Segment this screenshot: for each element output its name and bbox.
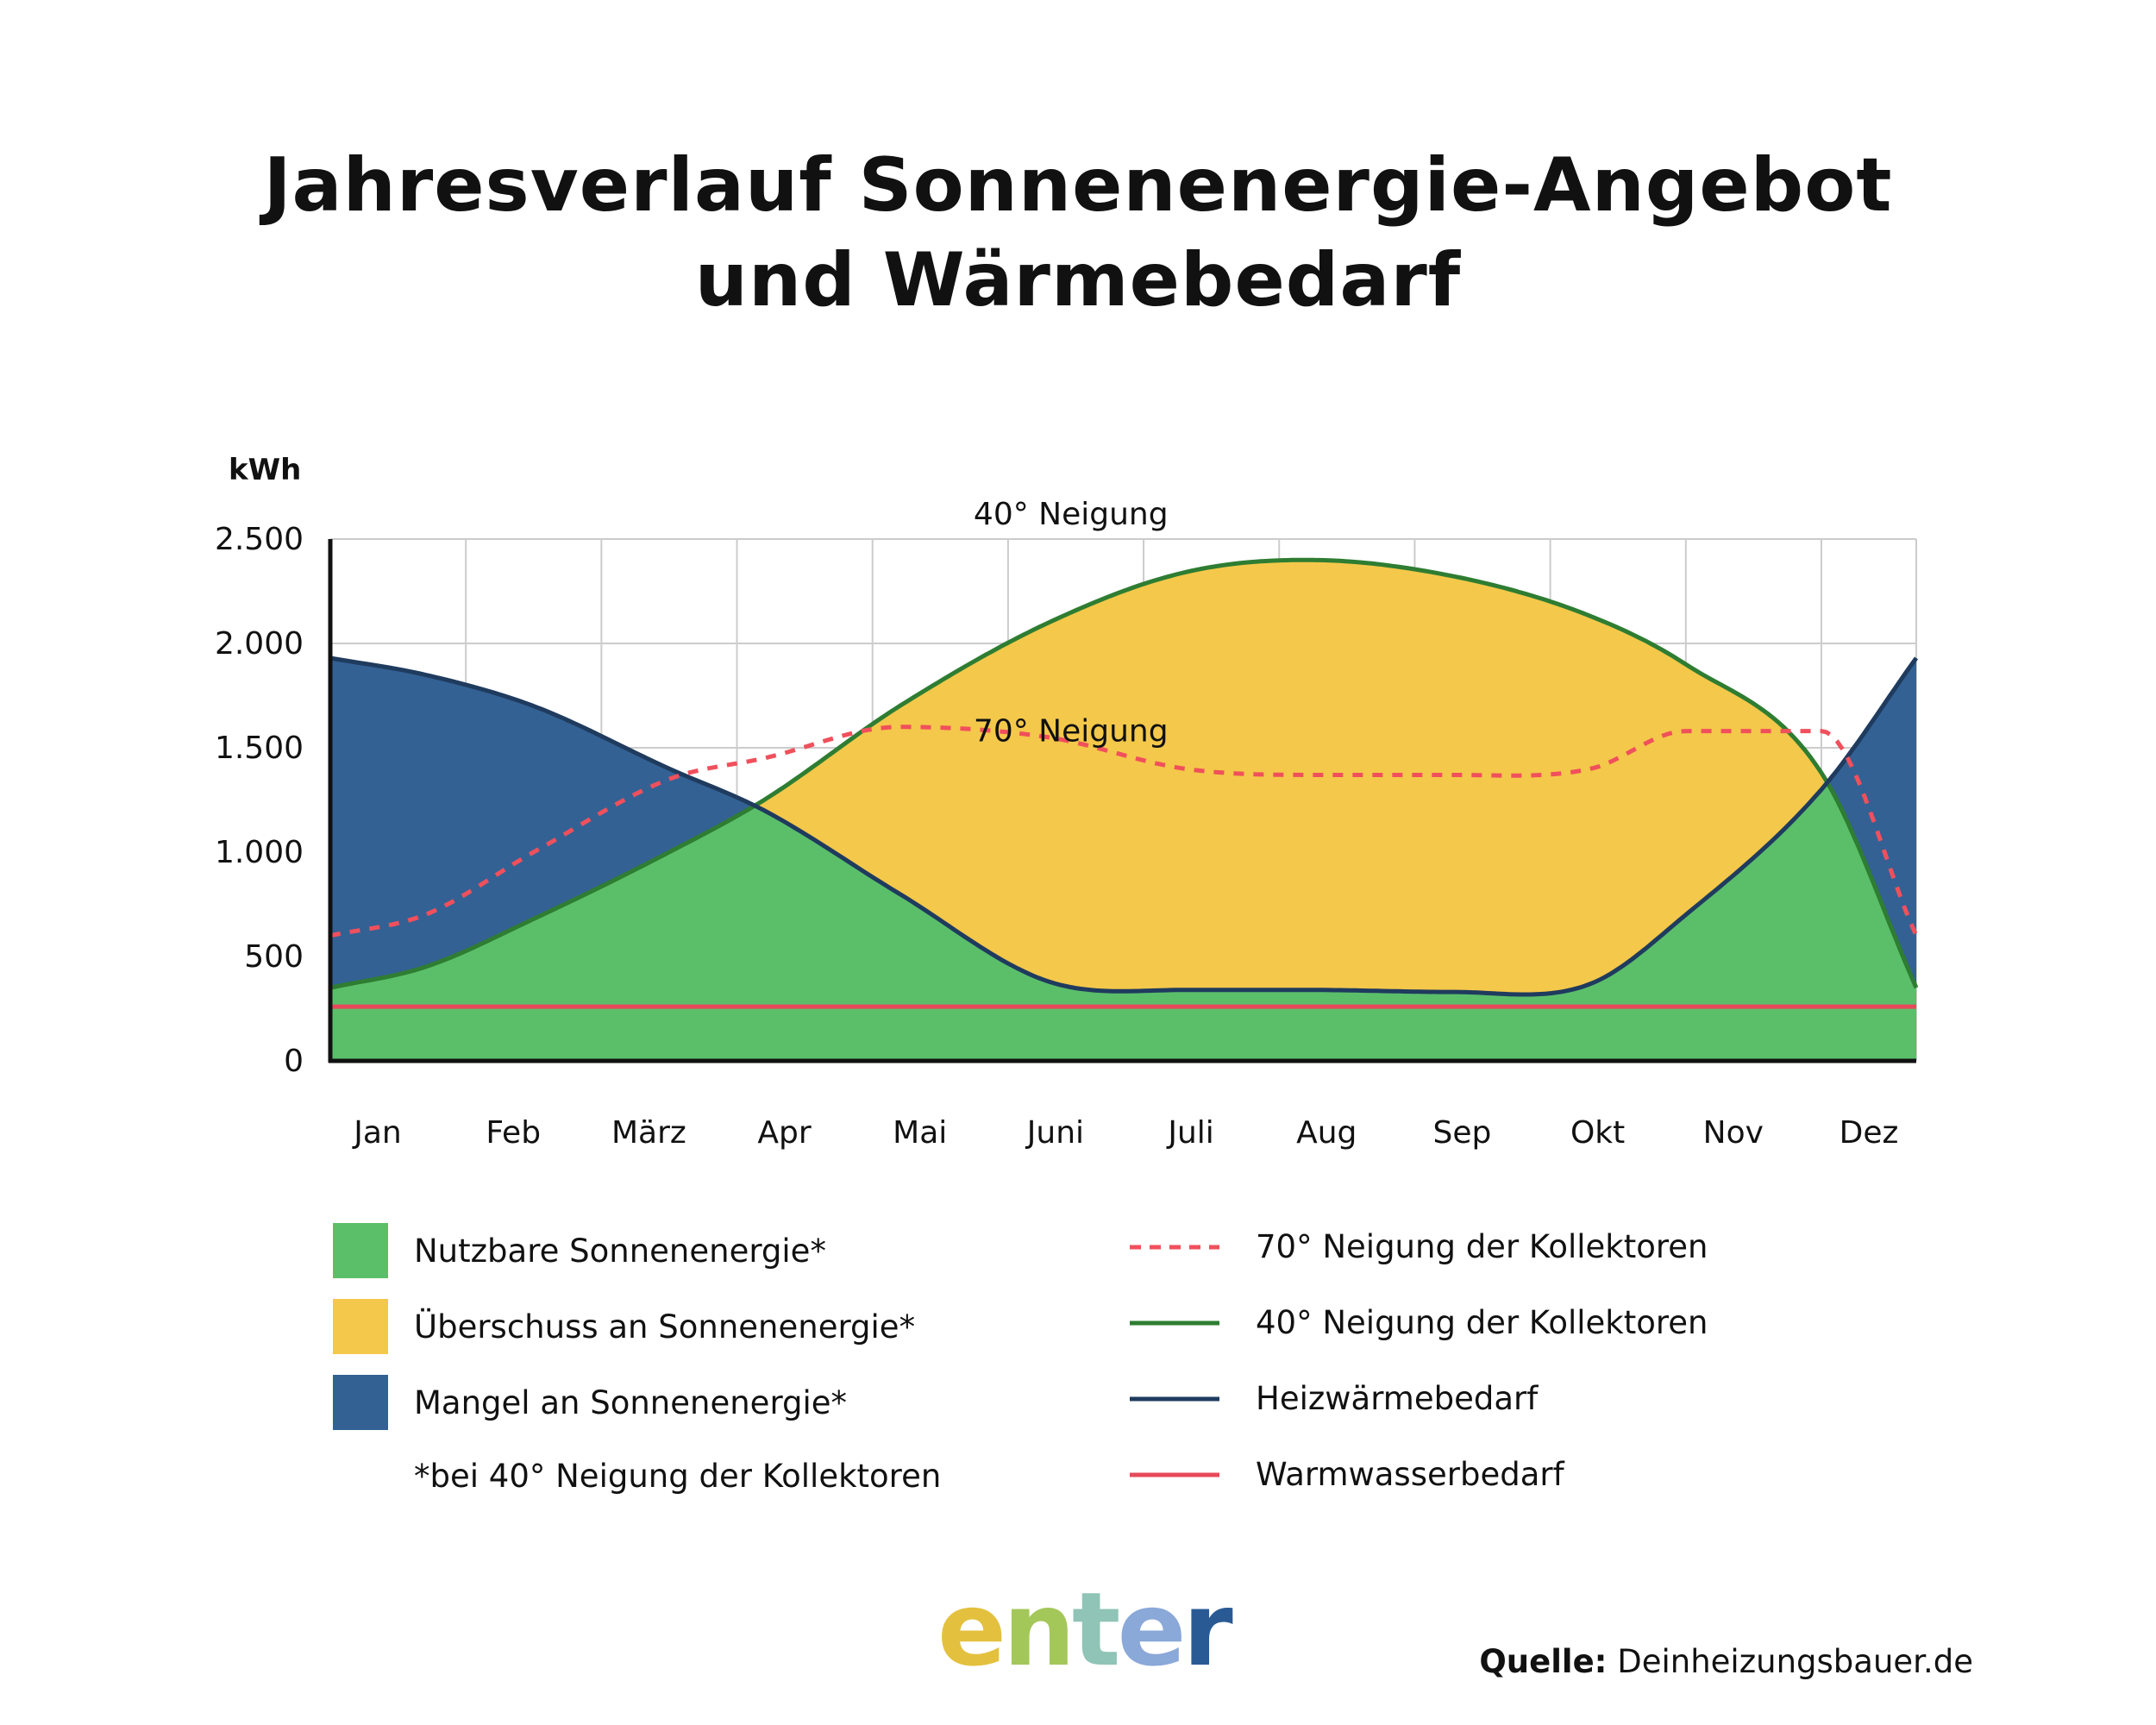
x-tick-label: Feb [486, 1115, 541, 1151]
x-tick-label: Apr [757, 1115, 811, 1151]
legend-footnote: *bei 40° Neigung der Kollektoren [414, 1458, 942, 1495]
y-tick-label: 2.000 [215, 626, 304, 662]
legend-item-ueberschuss: Überschuss an Sonnenenergie* [333, 1299, 915, 1354]
chart-annotation: 40° Neigung [974, 497, 1169, 532]
legend-label-heizwaerme: Heizwärmebedarf [1256, 1380, 1539, 1417]
y-tick-label: 1.000 [215, 835, 304, 870]
legend-item-40-neigung: 40° Neigung der Kollektoren [1130, 1304, 1708, 1341]
source-credit: Quelle: Deinheizungsbauer.de [1479, 1643, 1973, 1680]
source-value: Deinheizungsbauer.de [1617, 1643, 1973, 1680]
x-tick-label: Juni [1025, 1115, 1084, 1151]
legend-swatch-mangel [333, 1375, 388, 1430]
x-tick-label: Jan [352, 1115, 402, 1151]
logo-letter: e [1117, 1570, 1186, 1689]
y-axis-label: kWh [229, 453, 301, 487]
chart-annotation: 70° Neigung [974, 714, 1169, 750]
chart: 0 500 1.000 1.500 2.000 2.500 kWh Jan Feb März Apr… [215, 453, 1919, 1151]
legend-item-heizwaerme: Heizwärmebedarf [1130, 1380, 1538, 1417]
y-tick-label: 0 [284, 1044, 304, 1079]
legend-line-40-neigung [1130, 1320, 1219, 1326]
legend-line-70-neigung [1130, 1245, 1219, 1250]
legend-label-ueberschuss: Überschuss an Sonnenenergie* [414, 1308, 916, 1346]
line-70-neigung [329, 724, 1919, 938]
x-tick-label: Mai [893, 1115, 947, 1151]
page-title: Jahresverlauf Sonnenenergie-Angebot und … [0, 138, 2156, 328]
x-tick-label: Juli [1166, 1115, 1213, 1151]
y-tick-label: 2.500 [215, 522, 304, 557]
line-40-neigung [329, 557, 1919, 990]
legend-line-heizwaerme [1130, 1396, 1219, 1402]
legend-label-70-neigung: 70° Neigung der Kollektoren [1256, 1228, 1708, 1265]
legend-swatch-ueberschuss [333, 1299, 388, 1354]
area-usable [330, 783, 1916, 1061]
logo-letter: t [1072, 1570, 1120, 1689]
line-heizwaermebedarf [329, 656, 1919, 997]
x-tick-label: Okt [1570, 1115, 1625, 1151]
area-deficit [330, 560, 1916, 988]
legend-item-warmwasser: Warmwasserbedarf [1130, 1456, 1564, 1493]
x-tick-label: März [611, 1115, 686, 1151]
y-tick-label: 500 [244, 939, 304, 975]
title-line-2: und Wärmebedarf [694, 237, 1462, 323]
x-tick-label: Aug [1296, 1115, 1357, 1151]
area-surplus [330, 560, 1916, 994]
logo-letter: e [937, 1570, 1006, 1689]
legend-item-nutzbar: Nutzbare Sonnenenergie* [333, 1223, 826, 1278]
x-tick-label: Sep [1433, 1115, 1492, 1151]
legend-swatch-nutzbar [333, 1223, 388, 1278]
source-label: Quelle: [1479, 1643, 1608, 1680]
legend-label-40-neigung: 40° Neigung der Kollektoren [1256, 1304, 1708, 1341]
logo-letter: n [1003, 1570, 1075, 1689]
enter-logo: enter [937, 1570, 1233, 1689]
legend-label-nutzbar: Nutzbare Sonnenenergie* [414, 1232, 826, 1270]
legend-line-warmwasser [1130, 1472, 1219, 1477]
legend-item-70-neigung: 70° Neigung der Kollektoren [1130, 1228, 1708, 1265]
logo-letter: r [1182, 1570, 1233, 1689]
x-tick-label: Dez [1839, 1115, 1899, 1151]
y-tick-label: 1.500 [215, 731, 304, 766]
x-tick-label: Nov [1703, 1115, 1764, 1151]
legend-label-mangel: Mangel an Sonnenenergie* [414, 1383, 848, 1421]
legend-item-mangel: Mangel an Sonnenenergie* [333, 1375, 847, 1430]
title-line-1: Jahresverlauf Sonnenenergie-Angebot [263, 142, 1893, 229]
legend-label-warmwasser: Warmwasserbedarf [1256, 1456, 1564, 1493]
